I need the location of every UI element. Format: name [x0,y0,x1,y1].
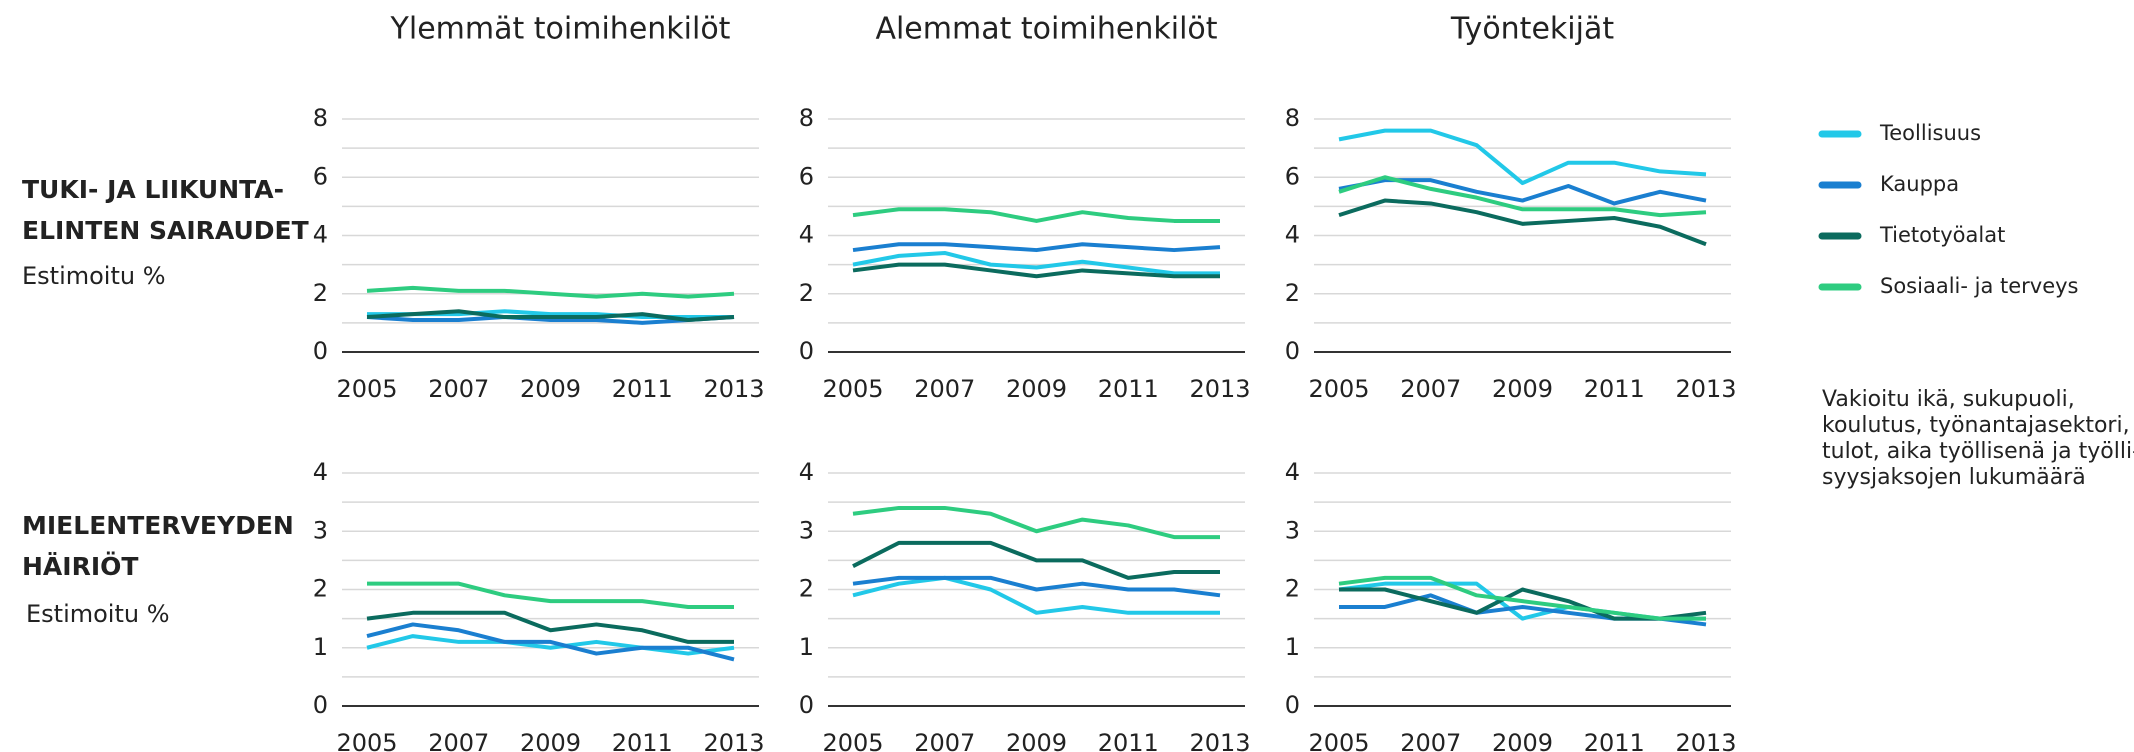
y-tick-label: 8 [1285,104,1300,132]
series-line [1338,575,1706,621]
x-tick-label: 2007 [914,729,975,752]
x-tick-label: 2007 [428,729,489,752]
x-tick-label: 2005 [336,375,397,403]
y-tick-label: 3 [313,516,328,544]
series-line [366,315,735,325]
x-tick-label: 2009 [1006,729,1067,752]
y-tick-label: 3 [1285,516,1300,544]
x-tick-label: 2013 [1189,375,1250,403]
x-tick-label: 2009 [1492,729,1553,752]
y-tick-label: 0 [313,337,328,365]
y-tick-label: 2 [1285,575,1300,603]
legend-label: Sosiaali- ja terveys [1880,274,2079,298]
y-tick-label: 8 [313,104,328,132]
note: syysjaksojen lukumäärä [1822,465,2086,490]
x-tick-label: 2009 [1492,375,1553,403]
series-line [852,505,1220,540]
x-tick-label: 2005 [1308,375,1369,403]
x-tick-label: 2011 [1098,729,1159,752]
y-tick-label: 1 [799,633,814,661]
y-tick-label: 1 [313,633,328,661]
series-line [1338,128,1707,186]
row-label: TUKI- JA LIIKUNTA- [22,175,284,204]
series-line [1338,198,1707,247]
y-tick-label: 0 [799,691,814,719]
x-tick-label: 2009 [520,729,581,752]
series-line [852,250,1220,276]
y-tick-label: 2 [313,279,328,307]
x-tick-label: 2011 [1584,375,1645,403]
x-tick-label: 2011 [1584,729,1645,752]
y-tick-label: 4 [799,458,814,486]
x-tick-label: 2007 [428,375,489,403]
y-tick-label: 0 [1285,691,1300,719]
series-line [852,575,1221,598]
x-tick-label: 2013 [1675,729,1736,752]
series-line [1338,175,1707,218]
x-tick-label: 2013 [703,375,764,403]
series-line [852,207,1220,223]
y-tick-label: 3 [799,516,814,544]
x-tick-label: 2009 [1006,375,1067,403]
series-line [852,575,1220,615]
x-tick-label: 2011 [1098,375,1159,403]
x-tick-label: 2005 [822,729,883,752]
y-tick-label: 6 [313,162,328,190]
series-line [366,622,735,662]
y-tick-label: 2 [799,279,814,307]
x-tick-label: 2013 [1675,375,1736,403]
x-tick-label: 2009 [520,375,581,403]
legend-label: Tietotyöalat [1879,223,2005,247]
x-tick-label: 2013 [1189,729,1250,752]
row-sublabel: Estimoitu % [22,262,166,290]
y-tick-label: 4 [1285,458,1300,486]
x-tick-label: 2005 [822,375,883,403]
y-tick-label: 0 [313,691,328,719]
x-tick-label: 2007 [914,375,975,403]
series-line [366,285,735,299]
y-tick-label: 2 [1285,279,1300,307]
x-tick-label: 2005 [1308,729,1369,752]
y-tick-label: 4 [313,221,328,249]
note: koulutus, työnantajasektori, [1822,413,2130,438]
series-line [366,634,735,656]
y-tick-label: 4 [1285,221,1300,249]
y-tick-label: 4 [799,221,814,249]
chart-title: Ylemmät toimihenkilöt [390,12,731,47]
row-sublabel: Estimoitu % [26,600,170,628]
y-tick-label: 1 [1285,633,1300,661]
x-tick-label: 2007 [1400,375,1461,403]
series-line [852,262,1220,279]
note: tulot, aika työllisenä ja työlli- [1822,439,2134,464]
note: Vakioitu ikä, sukupuoli, [1822,387,2075,412]
legend-label: Teollisuus [1879,121,1981,145]
x-tick-label: 2011 [612,729,673,752]
y-tick-label: 8 [799,104,814,132]
y-tick-label: 4 [313,458,328,486]
y-tick-label: 0 [799,337,814,365]
series-line [367,581,734,609]
series-line [852,242,1221,253]
row-label: HÄIRIÖT [22,551,138,581]
chart-title: Työntekijät [1450,12,1614,47]
row-label: MIELENTERVEYDEN [22,511,294,540]
series-line [852,540,1220,580]
x-tick-label: 2007 [1400,729,1461,752]
row-label: ELINTEN SAIRAUDET [22,216,309,245]
legend-label: Kauppa [1880,172,1959,196]
y-tick-label: 2 [799,575,814,603]
chart-title: Alemmat toimihenkilöt [875,12,1217,47]
y-tick-label: 2 [313,575,328,603]
x-tick-label: 2011 [612,375,673,403]
series-line [366,610,734,644]
y-tick-label: 6 [799,162,814,190]
x-tick-label: 2005 [336,729,397,752]
y-tick-label: 6 [1285,162,1300,190]
series-line [366,309,735,322]
y-tick-label: 0 [1285,337,1300,365]
x-tick-label: 2013 [703,729,764,752]
